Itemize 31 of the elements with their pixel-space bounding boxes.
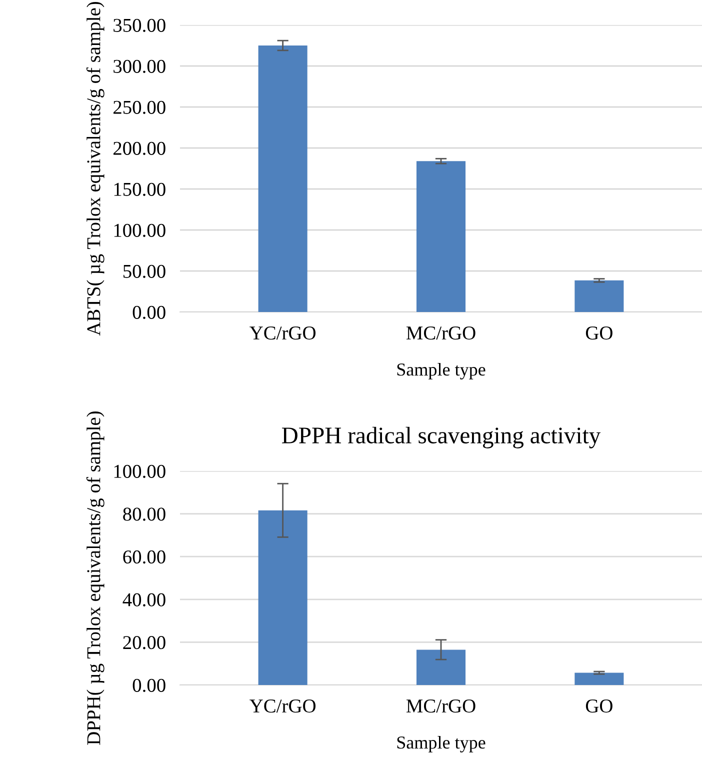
x-tick-label: YC/rGO (250, 700, 316, 713)
y-axis-title: ABTS( µg Trolox equivalents/g of sample) (86, 2, 104, 336)
y-tick-label: 80.00 (123, 508, 166, 521)
y-tick-label: 20.00 (123, 636, 166, 650)
y-tick-label: 50.00 (123, 264, 166, 278)
bar (258, 510, 308, 685)
y-tick-label: 150.00 (114, 182, 166, 196)
bar (258, 46, 308, 312)
y-tick-label: 40.00 (122, 593, 166, 606)
y-tick-label: 350.00 (114, 18, 166, 32)
x-tick-label: MC/rGO (406, 700, 476, 713)
y-tick-label: 0.00 (132, 306, 166, 320)
bar (416, 161, 466, 312)
x-axis-title: Sample type (397, 736, 486, 752)
x-tick-label: YC/rGO (250, 326, 316, 340)
bar (574, 280, 624, 312)
y-tick-label: 200.00 (113, 142, 166, 156)
y-tick-label: 0.00 (132, 678, 166, 692)
bar (416, 650, 466, 685)
y-tick-label: 100.00 (114, 224, 166, 238)
y-tick-label: 60.00 (123, 550, 166, 564)
x-tick-label: MC/rGO (406, 326, 476, 340)
y-tick-label: 100.00 (114, 464, 166, 478)
bar (574, 672, 624, 685)
x-tick-label: GO (586, 326, 612, 340)
y-tick-label: 300.00 (114, 60, 166, 74)
y-tick-label: 250.00 (113, 100, 166, 114)
x-tick-label: GO (586, 700, 612, 713)
y-axis-title: DPPH( µg Trolox equivalents/g of sample) (86, 411, 104, 745)
x-axis-title: Sample type (397, 362, 486, 380)
chart-title: DPPH radical scavenging activity (282, 426, 601, 448)
